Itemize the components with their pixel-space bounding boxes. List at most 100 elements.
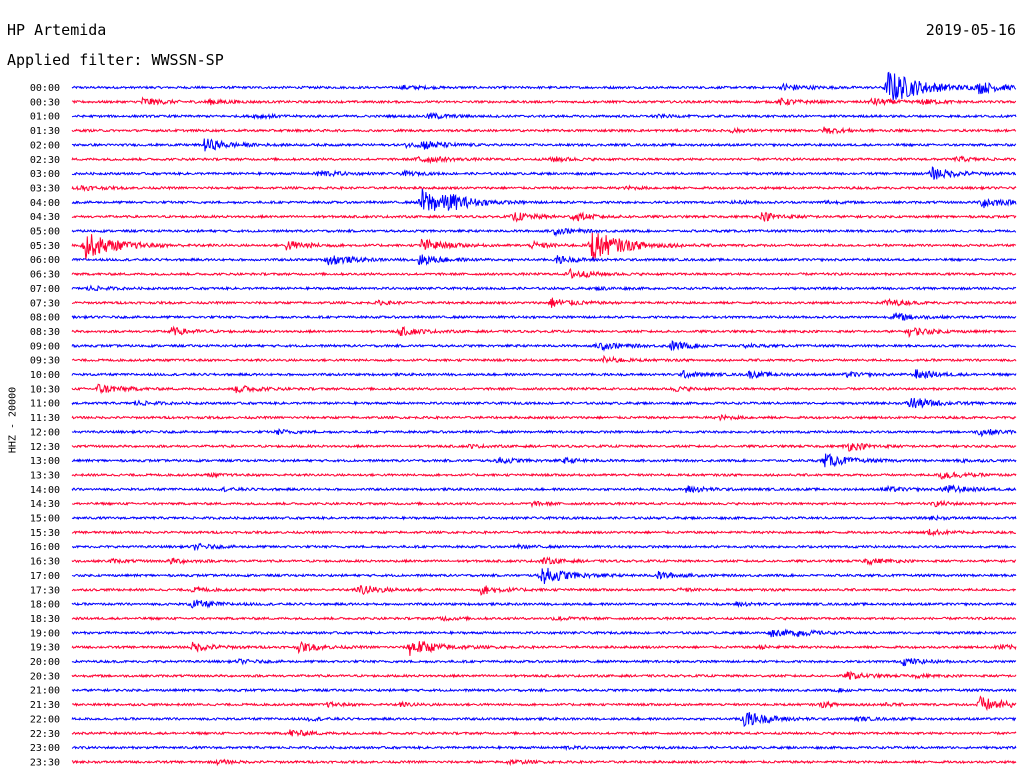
trace-2330 — [71, 758, 1017, 767]
trace-1900 — [71, 628, 1017, 638]
record-date: 2019-05-16 — [925, 21, 1016, 39]
time-label-0230: 02:30 — [30, 155, 60, 166]
trace-0600 — [71, 254, 1017, 266]
time-label-0730: 07:30 — [30, 298, 60, 309]
time-label-2330: 23:30 — [30, 757, 60, 768]
seismic-traces — [71, 71, 1017, 767]
trace-1830 — [71, 615, 1016, 622]
time-label-1130: 11:30 — [30, 413, 60, 424]
trace-2000 — [71, 657, 1017, 667]
time-label-1300: 13:00 — [30, 456, 60, 467]
time-label-2200: 22:00 — [30, 714, 60, 725]
time-label-1430: 14:30 — [30, 499, 60, 510]
time-label-0900: 09:00 — [30, 341, 60, 352]
trace-2230 — [71, 729, 1017, 737]
time-label-0100: 01:00 — [30, 112, 60, 123]
time-label-0030: 00:30 — [30, 97, 60, 108]
time-label-0300: 03:00 — [30, 169, 60, 180]
time-label-2000: 20:00 — [30, 657, 60, 668]
trace-0700 — [71, 284, 1017, 292]
time-label-0330: 03:30 — [30, 183, 60, 194]
time-label-0130: 01:30 — [30, 126, 60, 137]
trace-0230 — [71, 155, 1017, 165]
trace-0500 — [71, 227, 1017, 238]
trace-1800 — [71, 599, 1017, 609]
time-label-0700: 07:00 — [30, 284, 60, 295]
trace-2200 — [71, 712, 1017, 728]
time-label-1900: 19:00 — [30, 628, 60, 639]
trace-0530 — [71, 232, 1017, 261]
trace-0830 — [71, 325, 1017, 339]
time-labels: 00:00 00:30 01:00 01:30 02:00 02:30 03:00 03:30… — [30, 83, 60, 768]
trace-1530 — [71, 528, 1017, 537]
trace-1300 — [71, 453, 1017, 468]
time-label-1200: 12:00 — [30, 427, 60, 438]
trace-0200 — [71, 138, 1017, 152]
time-label-1700: 17:00 — [30, 571, 60, 582]
trace-1730 — [71, 585, 1017, 596]
time-label-0000: 00:00 — [30, 83, 60, 94]
time-label-2230: 22:30 — [30, 729, 60, 740]
trace-1430 — [71, 499, 1017, 509]
trace-2030 — [71, 670, 1017, 680]
trace-0930 — [71, 354, 1017, 364]
station-title: HP Artemida — [7, 21, 107, 39]
time-label-2130: 21:30 — [30, 700, 60, 711]
trace-0030 — [71, 96, 1016, 107]
trace-0630 — [71, 267, 1017, 279]
time-label-0930: 09:30 — [30, 356, 60, 367]
time-label-0600: 06:00 — [30, 255, 60, 266]
trace-0800 — [71, 312, 1017, 321]
time-label-1030: 10:30 — [30, 384, 60, 395]
time-label-1800: 18:00 — [30, 600, 60, 611]
trace-2130 — [71, 695, 1017, 712]
time-label-0500: 05:00 — [30, 227, 60, 238]
time-label-0800: 08:00 — [30, 313, 60, 324]
trace-0130 — [71, 126, 1017, 135]
trace-1930 — [71, 640, 1017, 656]
trace-1400 — [71, 484, 1017, 494]
trace-1030 — [71, 383, 1017, 395]
time-label-0400: 04:00 — [30, 198, 60, 209]
trace-2100 — [71, 687, 1017, 694]
trace-1000 — [71, 369, 1017, 380]
time-label-1230: 12:30 — [30, 442, 60, 453]
time-label-1400: 14:00 — [30, 485, 60, 496]
time-label-2100: 21:00 — [30, 686, 60, 697]
trace-1500 — [71, 514, 1017, 522]
time-label-0430: 04:30 — [30, 212, 60, 223]
trace-0100 — [71, 111, 1017, 121]
trace-1700 — [71, 567, 1017, 585]
trace-0000 — [71, 71, 1017, 101]
trace-1100 — [71, 397, 1017, 409]
time-label-1100: 11:00 — [30, 399, 60, 410]
filter-label: Applied filter: WWSSN-SP — [7, 51, 224, 69]
trace-0300 — [71, 166, 1016, 180]
trace-0330 — [71, 184, 1017, 193]
trace-1600 — [72, 542, 1017, 552]
trace-1330 — [71, 471, 1017, 480]
time-label-1530: 15:30 — [30, 528, 60, 539]
time-label-0630: 06:30 — [30, 270, 60, 281]
time-label-1600: 16:00 — [30, 542, 60, 553]
time-label-1630: 16:30 — [30, 557, 60, 568]
trace-0730 — [71, 297, 1017, 308]
trace-1130 — [71, 413, 1017, 422]
trace-0400 — [71, 188, 1017, 211]
trace-1230 — [71, 442, 1017, 452]
time-label-2030: 20:30 — [30, 671, 60, 682]
time-label-1730: 17:30 — [30, 585, 60, 596]
time-label-1500: 15:00 — [30, 514, 60, 525]
trace-0430 — [71, 211, 1017, 223]
time-label-1330: 13:30 — [30, 470, 60, 481]
time-label-1930: 19:30 — [30, 643, 60, 654]
trace-1200 — [71, 427, 1017, 438]
trace-2300 — [71, 744, 1017, 752]
trace-0900 — [71, 339, 1017, 352]
time-label-0530: 05:30 — [30, 241, 60, 252]
time-label-1830: 18:30 — [30, 614, 60, 625]
time-label-1000: 10:00 — [30, 370, 60, 381]
trace-1630 — [71, 556, 1017, 566]
time-label-0830: 08:30 — [30, 327, 60, 338]
